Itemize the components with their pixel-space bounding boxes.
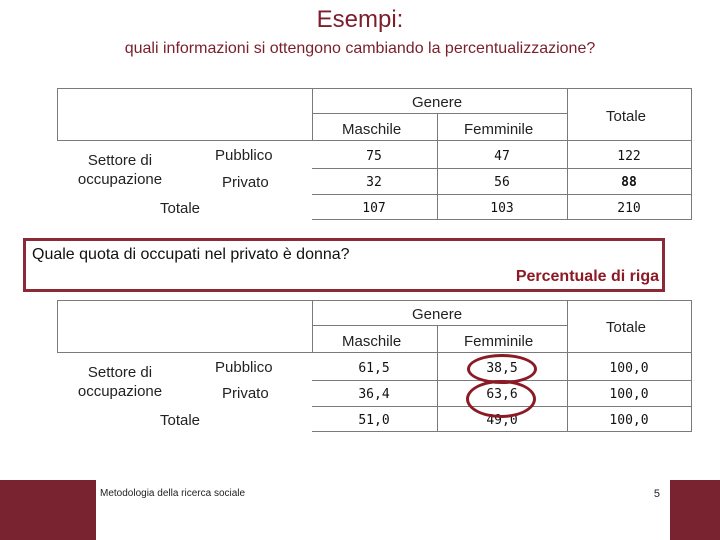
cell-value: 107 xyxy=(362,201,386,216)
table-border xyxy=(57,88,58,141)
row-label-totale: Totale xyxy=(160,412,201,429)
cell-value: 36,4 xyxy=(358,387,390,402)
table-border xyxy=(57,140,692,141)
row-label-totale: Totale xyxy=(160,200,201,217)
header-maschile: Maschile xyxy=(342,333,402,350)
cell-value: 32 xyxy=(366,175,382,190)
table-border xyxy=(691,88,692,141)
table-border xyxy=(312,219,692,220)
cell-value: 75 xyxy=(366,149,382,164)
header-totale: Totale xyxy=(606,108,647,125)
table-border xyxy=(437,141,438,219)
table-border xyxy=(567,300,568,353)
table-border xyxy=(437,113,438,141)
cell-value: 103 xyxy=(490,201,514,216)
cell-value: 210 xyxy=(617,201,641,216)
table-border xyxy=(312,300,313,353)
table-border xyxy=(691,353,692,431)
table-border xyxy=(567,141,568,219)
cell-value: 100,0 xyxy=(609,387,649,402)
cell-value: 61,5 xyxy=(358,361,390,376)
footer-bar: Metodologia della ricerca sociale 5 xyxy=(0,480,720,540)
table-border xyxy=(312,168,692,169)
question-text: Quale quota di occupati nel privato è do… xyxy=(32,246,350,263)
slide-title: Esempi: xyxy=(316,6,404,33)
page-number: 5 xyxy=(653,488,660,500)
table-border xyxy=(312,88,313,141)
footer-panel: Metodologia della ricerca sociale 5 xyxy=(96,480,670,540)
cell-value: 47 xyxy=(494,149,510,164)
question-box: Quale quota di occupati nel privato è do… xyxy=(23,238,665,292)
header-femminile: Femminile xyxy=(464,121,534,138)
table-border xyxy=(312,113,567,114)
table-border xyxy=(312,431,692,432)
table-border xyxy=(437,353,438,431)
row-label-pubblico: Pubblico xyxy=(215,359,273,376)
table-border xyxy=(312,194,692,195)
table-border xyxy=(691,141,692,219)
footer-course-title: Metodologia della ricerca sociale xyxy=(100,488,246,499)
row-label-privato: Privato xyxy=(222,385,269,402)
header-genere: Genere xyxy=(412,94,463,111)
row-label-privato: Privato xyxy=(222,174,269,191)
table-border xyxy=(437,325,438,353)
header-maschile: Maschile xyxy=(342,121,402,138)
cell-value: 100,0 xyxy=(609,413,649,428)
header-femminile: Femminile xyxy=(464,333,534,350)
percentage-type-label: Percentuale di riga xyxy=(515,268,659,285)
table-border xyxy=(57,352,692,353)
cell-value: 51,0 xyxy=(358,413,390,428)
row-group-label: Settore di occupazione xyxy=(77,152,163,188)
row-group-label: Settore di occupazione xyxy=(77,364,163,400)
table-border xyxy=(312,325,567,326)
cell-value: 100,0 xyxy=(609,361,649,376)
header-genere: Genere xyxy=(412,306,463,323)
table-border xyxy=(567,353,568,431)
row-label-pubblico: Pubblico xyxy=(215,147,273,164)
table-border xyxy=(567,88,568,141)
slide-subtitle: quali informazioni si ottengono cambiand… xyxy=(124,40,596,57)
table-border xyxy=(57,300,692,301)
table-border xyxy=(57,300,58,353)
header-totale: Totale xyxy=(606,319,647,336)
table-border xyxy=(691,300,692,353)
cell-value: 122 xyxy=(617,149,641,164)
table-border xyxy=(57,88,692,89)
highlight-circle xyxy=(466,380,536,418)
cell-value: 88 xyxy=(621,175,637,190)
cell-value: 56 xyxy=(494,175,510,190)
